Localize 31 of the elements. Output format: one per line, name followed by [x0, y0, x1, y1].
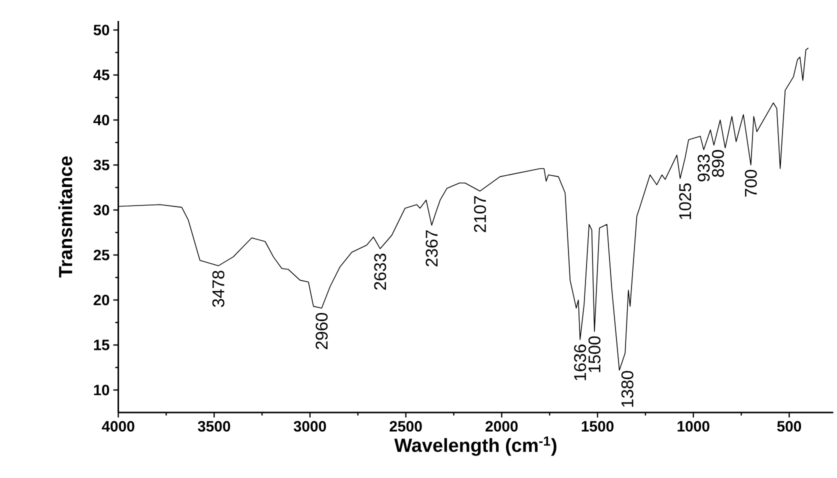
annotation: 1025 — [679, 183, 692, 220]
annotation: 2633 — [374, 254, 386, 290]
x-tick-label: 1500 — [582, 421, 614, 432]
x-tick-label: 1000 — [678, 421, 710, 432]
y-tick-label: 15 — [94, 340, 110, 350]
y-tick-label: 30 — [93, 204, 110, 216]
annotation: 700 — [744, 170, 757, 197]
x-tick-label: 4000 — [102, 421, 134, 432]
y-tick-label: 35 — [93, 160, 110, 170]
annotation: 3478 — [212, 270, 224, 308]
x-tick-label: 3500 — [198, 421, 230, 432]
y-tick-label: 10 — [94, 384, 110, 396]
y-tick-label: 40 — [93, 114, 110, 126]
x-tick-label: 500 — [777, 421, 802, 432]
annotation: 2107 — [474, 196, 486, 232]
y-tick-label: 20 — [94, 294, 110, 306]
annotation: 2960 — [316, 312, 328, 350]
y-tick-label: 50 — [94, 24, 110, 36]
y-axis-title: Transmitance — [58, 156, 72, 278]
y-tick-label: 45 — [93, 70, 110, 80]
y-tick-label: 25 — [94, 250, 110, 260]
x-axis-title: Wavelength (cm$^{-1}$) — [394, 436, 556, 456]
x-tick-label: 2500 — [390, 421, 422, 432]
annotation: 1380 — [621, 370, 634, 407]
annotation: 1636 — [574, 344, 586, 380]
x-tick-label: 2000 — [486, 421, 518, 432]
annotation: 1500 — [588, 336, 600, 372]
annotation: 2367 — [426, 230, 438, 266]
x-tick-label: 3000 — [294, 421, 326, 432]
annotation: 890 — [712, 150, 724, 177]
annotation: 933 — [698, 154, 710, 182]
